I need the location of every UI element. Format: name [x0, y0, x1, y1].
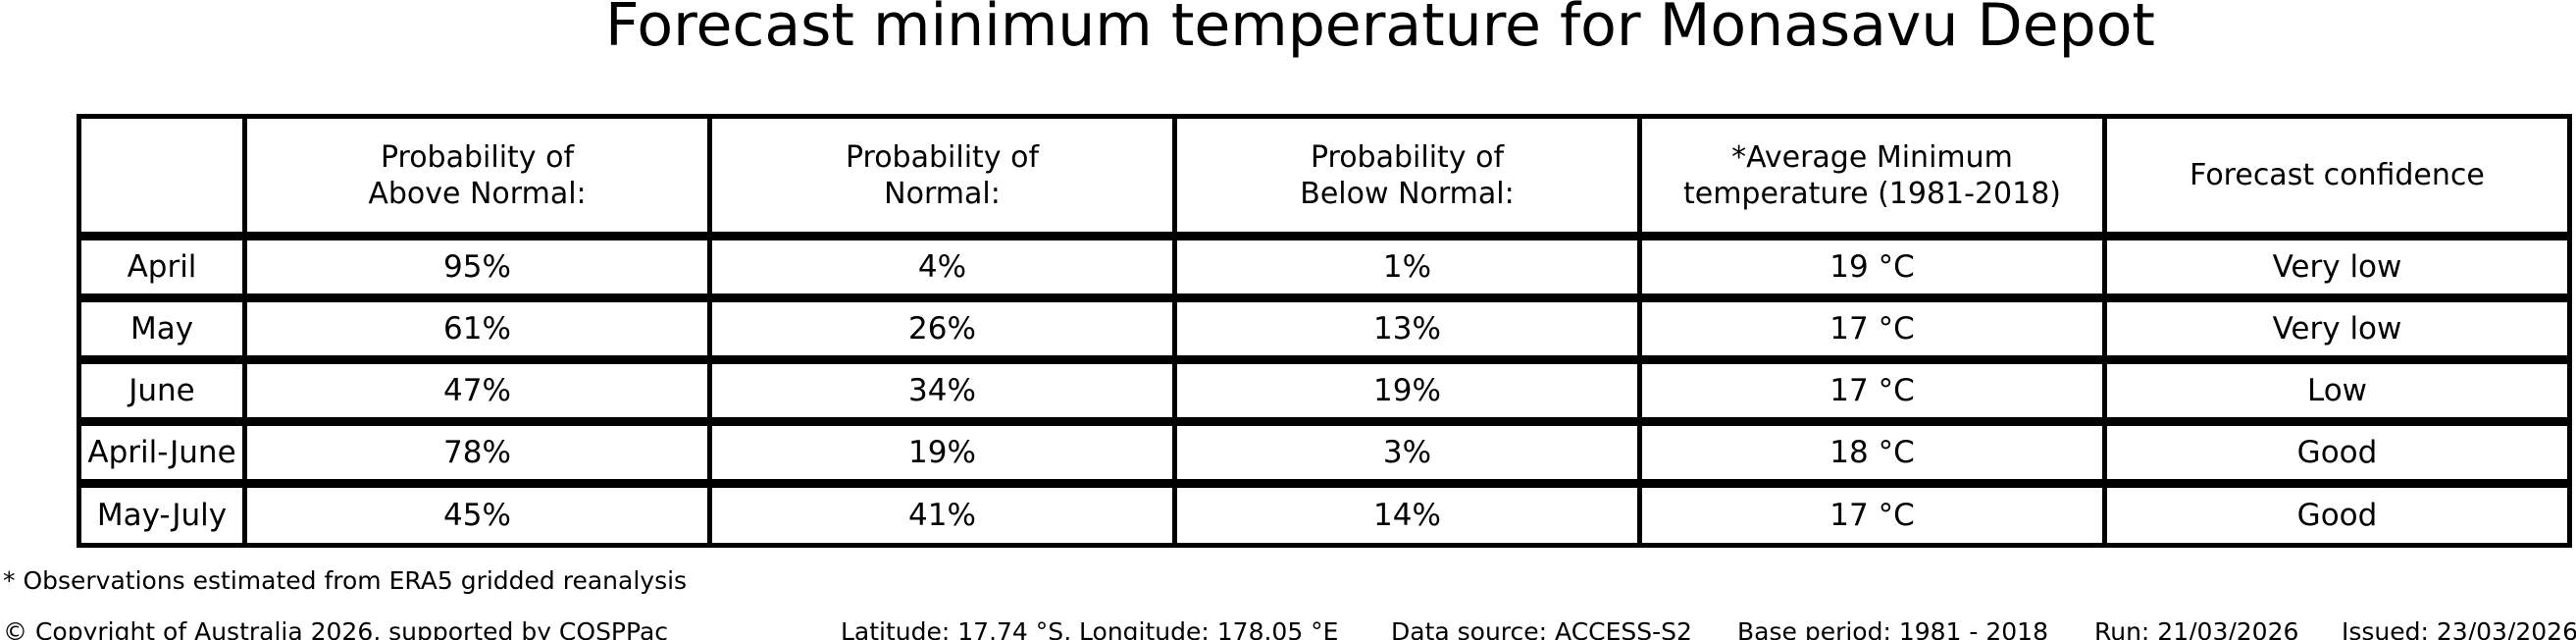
cell-confidence: Very low	[2102, 293, 2572, 364]
cell-prob-normal: 34%	[707, 355, 1177, 426]
cell-prob-below: 19%	[1172, 355, 1642, 426]
row-label: April	[77, 232, 247, 302]
header-prob-below: Probability of Below Normal:	[1172, 114, 1642, 240]
data-source-text: Data source: ACCESS-S2	[1391, 617, 1692, 640]
cell-prob-above: 78%	[242, 417, 712, 488]
cell-prob-below: 14%	[1172, 479, 1642, 548]
corner-cell	[77, 114, 247, 240]
table-row: May 61% 26% 13% 17 °C Very low	[77, 293, 2572, 364]
row-label: May	[77, 293, 247, 364]
issued-date-text: Issued: 23/03/2026	[2342, 617, 2576, 640]
header-forecast-confidence: Forecast confidence	[2102, 114, 2572, 240]
cell-prob-above: 45%	[242, 479, 712, 548]
cell-prob-below: 3%	[1172, 417, 1642, 488]
cell-avg-min-temp: 19 °C	[1637, 232, 2107, 302]
page-title: Forecast minimum temperature for Monasav…	[605, 0, 2155, 60]
cell-confidence: Good	[2102, 417, 2572, 488]
cell-avg-min-temp: 17 °C	[1637, 479, 2107, 548]
cell-prob-below: 1%	[1172, 232, 1642, 302]
table-row: April-June 78% 19% 3% 18 °C Good	[77, 417, 2572, 488]
table-row: June 47% 34% 19% 17 °C Low	[77, 355, 2572, 426]
table-row: May-July 45% 41% 14% 17 °C Good	[77, 479, 2572, 548]
row-label: June	[77, 355, 247, 426]
cell-prob-normal: 19%	[707, 417, 1177, 488]
cell-avg-min-temp: 17 °C	[1637, 355, 2107, 426]
forecast-table: Probability of Above Normal: Probability…	[77, 114, 2572, 548]
header-prob-normal: Probability of Normal:	[707, 114, 1177, 240]
row-label: May-July	[77, 479, 247, 548]
cell-prob-normal: 26%	[707, 293, 1177, 364]
header-prob-above: Probability of Above Normal:	[242, 114, 712, 240]
base-period-text: Base period: 1981 - 2018	[1737, 617, 2048, 640]
cell-prob-above: 95%	[242, 232, 712, 302]
table-row: April 95% 4% 1% 19 °C Very low	[77, 232, 2572, 302]
cell-prob-above: 47%	[242, 355, 712, 426]
table-header-row: Probability of Above Normal: Probability…	[77, 114, 2572, 240]
cell-prob-above: 61%	[242, 293, 712, 364]
cell-confidence: Very low	[2102, 232, 2572, 302]
cell-confidence: Good	[2102, 479, 2572, 548]
cell-confidence: Low	[2102, 355, 2572, 426]
row-label: April-June	[77, 417, 247, 488]
cell-prob-normal: 41%	[707, 479, 1177, 548]
copyright-text: © Copyright of Australia 2026, supported…	[3, 617, 669, 640]
header-avg-min-temp: *Average Minimum temperature (1981-2018)	[1637, 114, 2107, 240]
cell-avg-min-temp: 18 °C	[1637, 417, 2107, 488]
cell-avg-min-temp: 17 °C	[1637, 293, 2107, 364]
location-coordinates: Latitude: 17.74 °S, Longitude: 178.05 °E	[841, 617, 1339, 640]
cell-prob-below: 13%	[1172, 293, 1642, 364]
run-date-text: Run: 21/03/2026	[2094, 617, 2299, 640]
cell-prob-normal: 4%	[707, 232, 1177, 302]
observations-footnote: * Observations estimated from ERA5 gridd…	[3, 566, 688, 595]
